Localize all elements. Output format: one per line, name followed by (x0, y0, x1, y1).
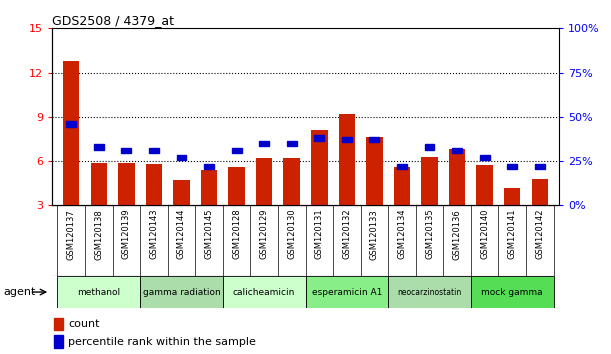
Bar (314, 135, 324, 141)
Bar (118, 162, 134, 205)
Bar (54, 335, 63, 348)
Text: neocarzinostatin: neocarzinostatin (397, 287, 462, 297)
Bar (122, 148, 131, 153)
Text: calicheamicin: calicheamicin (233, 287, 295, 297)
Bar (140, 276, 223, 308)
Bar (63, 61, 79, 205)
Bar (449, 149, 466, 205)
Bar (388, 276, 471, 308)
Bar (370, 137, 379, 143)
Bar (284, 158, 300, 205)
Bar (507, 164, 517, 169)
Bar (480, 155, 489, 160)
Text: GSM120143: GSM120143 (150, 209, 158, 259)
Text: GSM120131: GSM120131 (315, 209, 324, 259)
Text: GSM120128: GSM120128 (232, 209, 241, 259)
Text: mock gamma: mock gamma (481, 287, 543, 297)
Bar (504, 188, 521, 205)
Bar (393, 167, 410, 205)
Bar (232, 148, 241, 153)
Bar (532, 179, 548, 205)
Text: GSM120139: GSM120139 (122, 209, 131, 259)
Text: GSM120133: GSM120133 (370, 209, 379, 259)
Bar (338, 114, 355, 205)
Bar (306, 276, 388, 308)
Bar (471, 276, 554, 308)
Bar (201, 170, 218, 205)
Text: GSM120138: GSM120138 (94, 209, 103, 259)
Text: GSM120145: GSM120145 (205, 209, 213, 259)
Bar (256, 158, 273, 205)
Text: GSM120134: GSM120134 (398, 209, 406, 259)
Bar (477, 166, 493, 205)
Bar (425, 144, 434, 149)
Text: GSM120132: GSM120132 (342, 209, 351, 259)
Bar (535, 164, 545, 169)
Bar (204, 164, 214, 169)
Bar (452, 148, 462, 153)
Text: GSM120141: GSM120141 (508, 209, 517, 259)
Bar (421, 156, 438, 205)
Text: GSM120140: GSM120140 (480, 209, 489, 259)
Text: gamma radiation: gamma radiation (142, 287, 221, 297)
Bar (57, 276, 140, 308)
Text: GSM120130: GSM120130 (287, 209, 296, 259)
Bar (259, 141, 269, 146)
Bar (223, 276, 306, 308)
Bar (177, 155, 186, 160)
Bar (90, 162, 107, 205)
Text: count: count (68, 319, 100, 329)
Text: GDS2508 / 4379_at: GDS2508 / 4379_at (52, 14, 174, 27)
Text: GSM120129: GSM120129 (260, 209, 269, 259)
Text: GSM120144: GSM120144 (177, 209, 186, 259)
Text: GSM120137: GSM120137 (67, 209, 76, 259)
Bar (311, 130, 327, 205)
Text: percentile rank within the sample: percentile rank within the sample (68, 337, 256, 347)
Bar (287, 141, 297, 146)
Text: esperamicin A1: esperamicin A1 (312, 287, 382, 297)
Bar (342, 137, 352, 143)
Bar (229, 167, 245, 205)
Bar (54, 318, 63, 330)
Bar (366, 137, 382, 205)
Bar (397, 164, 407, 169)
Bar (173, 180, 190, 205)
Bar (145, 164, 162, 205)
Text: methanol: methanol (77, 287, 120, 297)
Text: GSM120136: GSM120136 (453, 209, 461, 259)
Bar (94, 144, 104, 149)
Bar (149, 148, 159, 153)
Bar (66, 121, 76, 127)
Text: GSM120142: GSM120142 (535, 209, 544, 259)
Text: agent: agent (3, 287, 35, 297)
Text: GSM120135: GSM120135 (425, 209, 434, 259)
